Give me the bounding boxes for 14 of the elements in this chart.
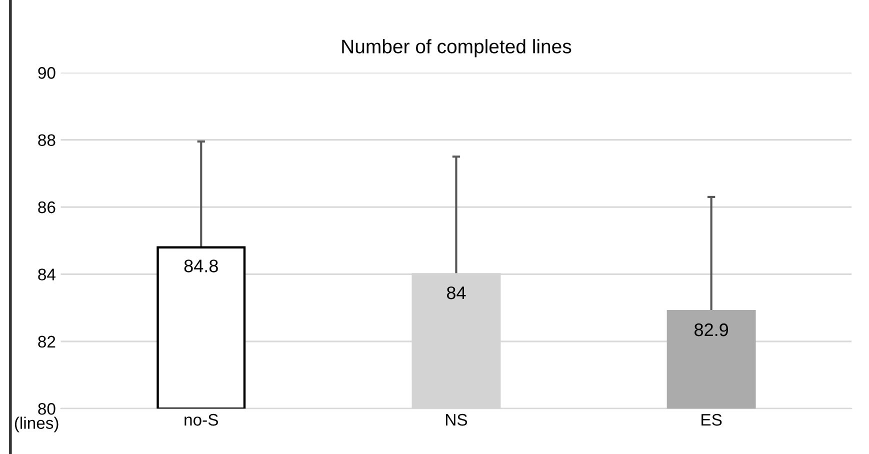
y-tick-label: 90 [38, 67, 56, 79]
x-tick-label: NS [446, 414, 468, 426]
data-label: 84 [446, 286, 466, 300]
data-label: 84.8 [184, 260, 218, 272]
y-tick-label: 82 [38, 336, 56, 348]
y-tick-label: 84 [38, 268, 56, 280]
y-axis-title: (lines) [14, 416, 58, 432]
chart-title: Number of completed lines [342, 39, 572, 58]
data-label: 82.9 [694, 323, 728, 336]
y-tick-label: 80 [38, 403, 56, 415]
y-tick-label: 88 [38, 134, 56, 146]
x-tick-label: ES [702, 414, 722, 426]
y-tick-label: 86 [38, 201, 56, 214]
x-tick-label: no-S [184, 414, 218, 426]
